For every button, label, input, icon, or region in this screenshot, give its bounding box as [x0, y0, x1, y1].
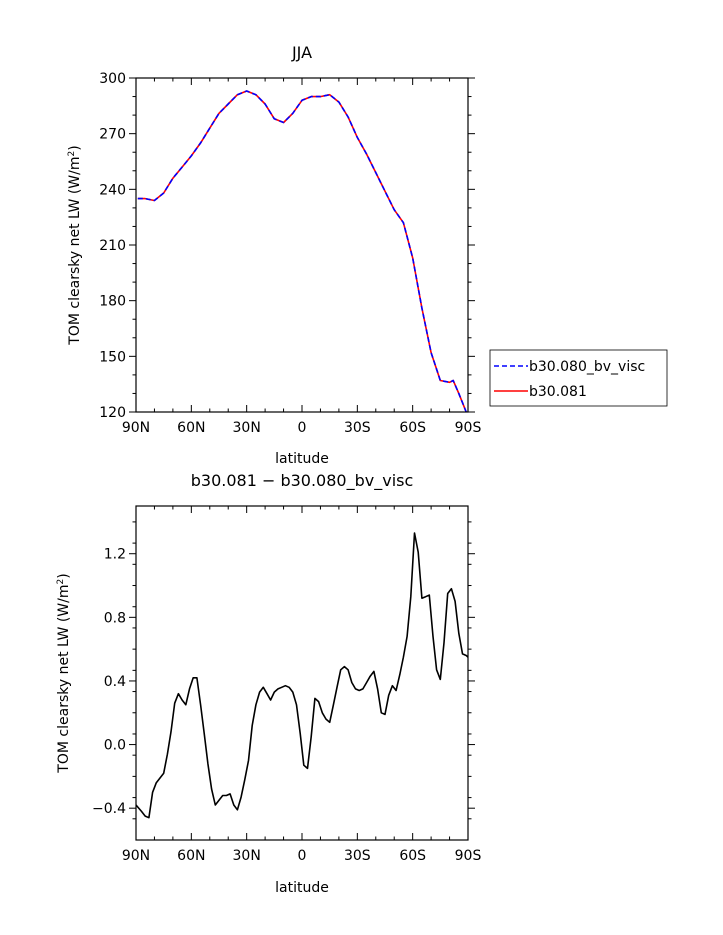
- bottom-chart-y-axis-label: TOM clearsky net LW (W/m2): [56, 573, 72, 773]
- bottom-chart-y-tick-label: 1.2: [104, 547, 126, 563]
- top-chart-y-tick-label: 300: [99, 71, 126, 87]
- top-chart-x-axis-label: latitude: [275, 451, 329, 467]
- top-chart-x-tick-label: 60S: [399, 420, 426, 436]
- top-chart-y-tick-label: 270: [99, 127, 126, 143]
- top-chart-y-tick-label: 150: [99, 349, 126, 365]
- top-chart-series-line-b30-080-bv-visc: [137, 90, 467, 413]
- top-chart-y-tick-label: 210: [99, 238, 126, 254]
- bottom-chart-x-tick-label: 30N: [233, 848, 261, 864]
- bottom-chart-x-tick-label: 0: [298, 848, 307, 864]
- top-chart-x-tick-label: 0: [298, 420, 307, 436]
- bottom-chart-x-tick-label: 60S: [399, 848, 426, 864]
- top-chart-y-axis-label-main: TOM clearsky net LW (W/m: [67, 157, 83, 346]
- bottom-chart-title: b30.081 − b30.080_bv_visc: [191, 471, 414, 491]
- bottom-chart-x-tick-label: 90S: [455, 848, 482, 864]
- top-chart-series-line-b30-081: [137, 90, 467, 413]
- top-chart-x-tick-label: 30N: [233, 420, 261, 436]
- legend-label-b30-081: b30.081: [529, 384, 587, 400]
- top-chart-plot-frame: [135, 77, 469, 413]
- legend-box: [489, 349, 668, 407]
- top-chart: JJA 90N 60N 30N 0 30S 60S 90S 120 150 180 210 240 27…: [67, 43, 668, 467]
- bottom-chart-x-tick-label: 60N: [177, 848, 205, 864]
- bottom-chart-x-axis-label: latitude: [275, 880, 329, 896]
- top-chart-y-tick-label: 180: [99, 294, 126, 310]
- top-chart-x-tick-label: 90N: [122, 420, 150, 436]
- bottom-chart-y-axis-label-main: TOM clearsky net LW (W/m: [56, 585, 72, 774]
- top-chart-y-axis-label-end: ): [67, 145, 83, 150]
- bottom-chart-x-tick-label: 30S: [344, 848, 371, 864]
- legend-label-b30-080-bv-visc: b30.080_bv_visc: [529, 359, 645, 375]
- bottom-chart-y-axis-label-end: ): [56, 573, 72, 578]
- top-chart-y-tick-label: 240: [99, 182, 126, 198]
- bottom-chart-y-tick-label: −0.4: [92, 801, 126, 817]
- bottom-chart-y-tick-label: 0.8: [104, 610, 126, 626]
- top-chart-x-tick-label: 60N: [177, 420, 205, 436]
- top-chart-y-axis-label: TOM clearsky net LW (W/m2): [67, 145, 83, 345]
- top-chart-x-tick-label: 90S: [455, 420, 482, 436]
- bottom-chart-x-tick-label: 90N: [122, 848, 150, 864]
- bottom-chart-y-tick-label: 0.0: [104, 738, 126, 754]
- bottom-chart-y-axis-label-sup: 2: [56, 579, 66, 585]
- top-chart-title: JJA: [291, 43, 312, 62]
- bottom-chart-y-tick-label: 0.4: [104, 674, 126, 690]
- legend: b30.080_bv_visc b30.081: [489, 349, 668, 407]
- top-chart-y-axis-label-sup: 2: [67, 151, 77, 157]
- bottom-chart-series-line-b30-081-b30-080-bv-visc: [135, 532, 469, 819]
- top-chart-x-tick-label: 30S: [344, 420, 371, 436]
- top-chart-y-tick-label: 120: [99, 405, 126, 421]
- bottom-chart: b30.081 − b30.080_bv_visc 90N 60N 30N 0 30S 6…: [56, 471, 481, 896]
